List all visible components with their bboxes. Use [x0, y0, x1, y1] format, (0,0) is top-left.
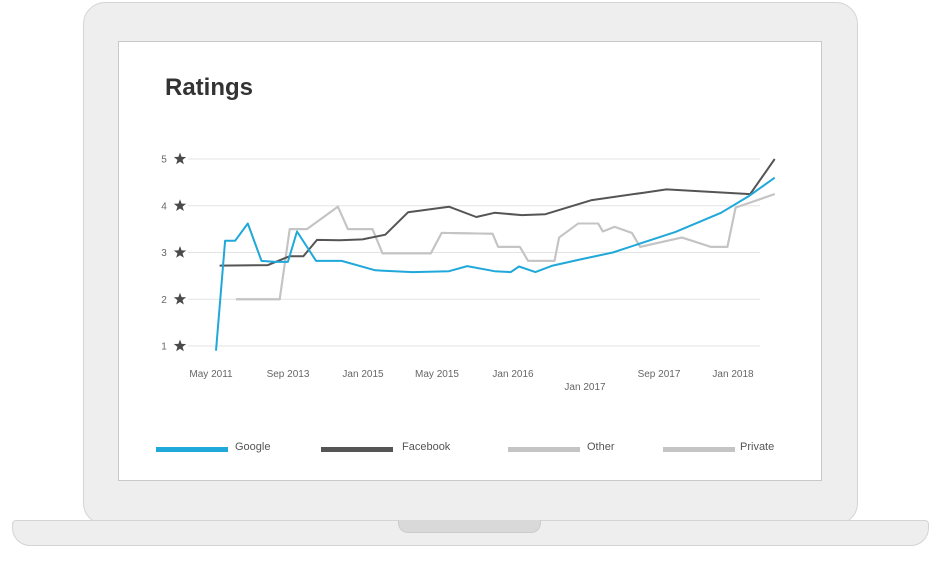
laptop-screen	[118, 41, 822, 481]
y-tick-label: 5	[161, 155, 167, 166]
y-axis: 1 2 3 4 5	[161, 152, 187, 353]
x-tick-label: May 2011	[189, 369, 233, 380]
legend-label: Facebook	[402, 441, 451, 453]
series-line-google	[215, 176, 776, 351]
star-icon	[173, 292, 187, 305]
legend-label: Other	[587, 441, 615, 453]
star-icon	[173, 339, 187, 352]
star-icon	[173, 152, 187, 165]
legend-label: Private	[740, 441, 775, 453]
series-line-facebook	[219, 158, 776, 267]
legend-swatch	[156, 447, 228, 452]
series-line-other	[236, 193, 776, 301]
grid-lines	[188, 158, 760, 347]
x-tick-label: Jan 2016	[492, 369, 534, 380]
x-tick-label: Jan 2015	[342, 369, 384, 380]
legend-swatch	[508, 447, 580, 452]
legend-swatch	[663, 447, 735, 452]
x-tick-label: Sep 2013	[267, 369, 310, 380]
y-tick-label: 2	[161, 295, 167, 306]
x-axis: May 2011 Sep 2013 Jan 2015 May 2015 Jan 2016…	[189, 369, 754, 393]
y-tick-label: 3	[161, 248, 167, 259]
y-tick-label: 1	[161, 342, 167, 353]
x-tick-label: May 2015	[415, 369, 459, 380]
star-icon	[173, 246, 187, 258]
x-tick-label: Jan 2017	[564, 382, 606, 393]
legend-label: Google	[235, 441, 271, 453]
y-tick-label: 4	[161, 201, 167, 212]
legend-swatch	[321, 447, 393, 452]
x-tick-label: Sep 2017	[638, 369, 681, 380]
series-lines	[215, 158, 776, 351]
star-icon	[173, 199, 187, 212]
x-tick-label: Jan 2018	[712, 369, 754, 380]
chart-title: Ratings	[165, 74, 254, 101]
